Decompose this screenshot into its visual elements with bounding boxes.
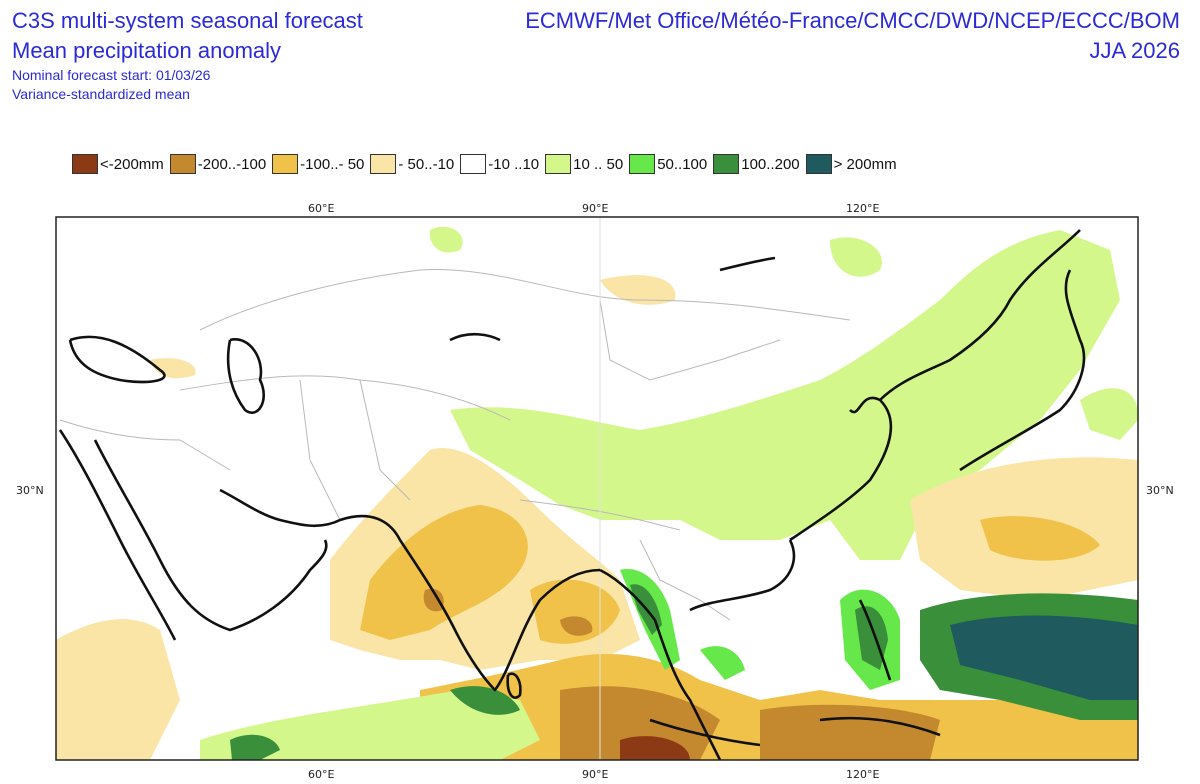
legend-item: - 50..-10 — [370, 154, 460, 174]
tick-bottom-60e: 60°E — [308, 768, 335, 781]
very-dry-java — [760, 704, 940, 760]
legend-item: -100..- 50 — [272, 154, 370, 174]
wet-patch-mongolia — [830, 237, 882, 277]
legend-label: -200..-100 — [197, 155, 267, 173]
legend-item: <-200mm — [72, 154, 170, 174]
providers-label: ECMWF/Met Office/Météo-France/CMCC/DWD/N… — [525, 8, 1180, 33]
legend-swatch — [713, 154, 740, 174]
coastline-gulf — [219, 488, 402, 541]
border-line — [59, 419, 231, 471]
wet-core-sri-lanka — [450, 686, 520, 715]
border-line — [359, 379, 411, 501]
wet-region-china — [450, 230, 1120, 560]
coastline-indochina — [689, 539, 796, 612]
legend-swatch — [370, 154, 397, 174]
extreme-wet-pacific — [950, 615, 1138, 700]
chart-subtitle: Mean precipitation anomaly — [12, 38, 282, 63]
legend-swatch — [72, 154, 98, 174]
legend-label: - 50..-10 — [398, 155, 455, 173]
legend-swatch — [272, 154, 299, 174]
legend-swatch — [805, 154, 832, 174]
coastline-sumatra — [649, 718, 761, 747]
coastline-china — [789, 396, 893, 542]
legend-swatch — [169, 154, 196, 174]
dry-core-india — [360, 505, 528, 640]
border-line — [639, 539, 731, 621]
tick-right-30n: 30°N — [1146, 484, 1174, 497]
legend-item: -10 ..10 — [460, 154, 545, 174]
coastline-black-sea — [68, 335, 166, 384]
legend-label: 100..200 — [741, 155, 800, 173]
method-note: Variance-standardized mean — [12, 86, 190, 102]
wet-patch-indochina — [700, 646, 745, 680]
legend-item: -200..-100 — [169, 154, 272, 174]
coastline-philippines — [858, 599, 892, 681]
coastline-borneo — [819, 716, 941, 737]
tick-bottom-90e: 90°E — [582, 768, 609, 781]
coastline-myanmar — [599, 568, 722, 760]
border-line — [199, 269, 851, 331]
wet-core-philippines — [855, 606, 888, 670]
dry-patch-caspian — [150, 358, 196, 379]
wet-core-ocean — [230, 734, 280, 760]
provider-block: ECMWF/Met Office/Météo-France/CMCC/DWD/N… — [525, 6, 1180, 66]
border-line — [519, 499, 681, 531]
coastline-lake — [719, 256, 776, 272]
tick-bottom-120e: 120°E — [846, 768, 880, 781]
tick-top-90e: 90°E — [582, 202, 609, 215]
tick-top-120e: 120°E — [846, 202, 880, 215]
legend-label: -10 ..10 — [488, 155, 540, 173]
forecast-start: Nominal forecast start: 01/03/26 — [12, 67, 211, 83]
legend-item: 10 .. 50 — [545, 154, 629, 174]
color-legend: <-200mm -200..-100 -100..- 50 - 50..-10 … — [72, 154, 903, 174]
legend-item: 100..200 — [713, 154, 805, 174]
wet-patch-north — [429, 226, 463, 253]
coastline-red-sea-west — [58, 429, 177, 641]
legend-label: 10 .. 50 — [573, 155, 624, 173]
legend-swatch — [460, 154, 487, 174]
border-line — [299, 379, 341, 521]
border-line — [599, 299, 781, 381]
coastlines — [58, 229, 1086, 760]
country-borders — [59, 217, 851, 760]
very-dry-india — [423, 588, 444, 612]
legend-swatch — [545, 154, 572, 174]
legend-label: -100..- 50 — [300, 155, 365, 173]
tick-left-30n: 30°N — [16, 484, 44, 497]
legend-label: <-200mm — [100, 155, 164, 173]
coastline-baikal — [449, 332, 501, 342]
tick-top-60e: 60°E — [308, 202, 335, 215]
chart-title: C3S multi-system seasonal forecast — [12, 8, 363, 33]
dry-region-africa — [56, 619, 180, 760]
season-label: JJA 2026 — [1089, 38, 1180, 63]
wet-patch-pacific — [1080, 388, 1138, 440]
dry-core-pacific — [980, 516, 1100, 561]
coastline-sri-lanka — [506, 672, 522, 699]
extreme-dry-patch — [620, 736, 690, 760]
dry-core-bay-of-bengal — [530, 579, 620, 644]
very-dry-bay — [560, 616, 593, 636]
coastline-arabia — [93, 439, 328, 632]
coastline-caspian — [226, 338, 265, 414]
legend-label: 50..100 — [657, 155, 708, 173]
title-block: C3S multi-system seasonal forecast Mean … — [12, 6, 363, 104]
coastline-japan — [959, 269, 1086, 472]
legend-item: > 200mm — [805, 154, 903, 174]
wet-band-indian-ocean — [200, 690, 540, 760]
map-frame — [55, 216, 1139, 761]
border-line — [179, 375, 511, 421]
coastline-korea-russia — [879, 229, 1081, 401]
legend-swatch — [629, 154, 656, 174]
legend-label: > 200mm — [833, 155, 897, 173]
dry-patch-mongolia — [600, 275, 676, 305]
coastline-india — [398, 539, 601, 692]
legend-item: 50..100 — [629, 154, 713, 174]
